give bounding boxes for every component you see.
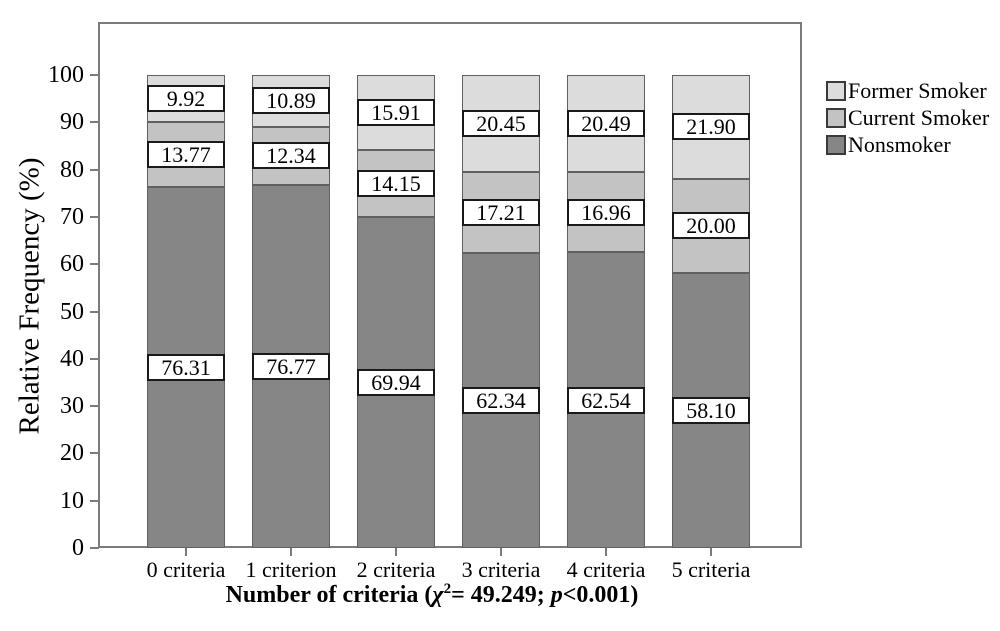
value-label: 17.21 <box>462 198 540 226</box>
chi-superscript: 2 <box>443 581 452 597</box>
y-tick-label: 0 <box>72 535 84 561</box>
legend-item: Nonsmoker <box>826 134 989 156</box>
y-tick-mark <box>90 547 99 549</box>
chi-value: = 49.249; <box>451 582 551 608</box>
y-tick-label: 20 <box>60 440 84 467</box>
x-tick-label: 4 criteria <box>566 557 646 582</box>
y-tick-mark <box>90 310 99 313</box>
y-tick-mark <box>90 405 99 408</box>
value-label: 76.77 <box>252 352 330 380</box>
y-tick-mark <box>90 121 99 124</box>
value-label: 16.96 <box>567 198 645 226</box>
value-label: 62.54 <box>567 386 645 414</box>
legend-label: Nonsmoker <box>848 132 951 157</box>
value-label: 15.91 <box>357 99 435 127</box>
value-label: 20.49 <box>567 110 645 137</box>
value-label: 9.92 <box>147 84 225 112</box>
y-tick-label: 90 <box>60 109 84 136</box>
value-label: 76.31 <box>147 354 225 382</box>
y-tick-label: 60 <box>60 251 84 278</box>
y-tick-mark <box>90 215 99 218</box>
y-tick-label: 10 <box>60 487 84 514</box>
x-tick-label: 3 criteria <box>461 557 541 582</box>
y-tick-mark <box>90 168 99 171</box>
y-tick-label: 50 <box>60 298 84 325</box>
y-tick-label: 30 <box>60 393 84 420</box>
y-tick-label: 80 <box>60 156 84 183</box>
x-tick-mark <box>710 548 712 556</box>
value-label: 20.45 <box>462 109 540 137</box>
value-label: 21.90 <box>672 113 750 141</box>
legend-item: Former Smoker <box>826 80 989 102</box>
legend-label: Former Smoker <box>848 78 987 103</box>
x-tick-label: 0 criteria <box>146 557 226 582</box>
x-tick-label: 1 criterion <box>245 557 337 582</box>
x-tick-mark <box>290 548 292 556</box>
legend-swatch-former-smoker <box>826 81 846 101</box>
y-tick-mark <box>90 357 99 360</box>
legend-swatch-current-smoker <box>826 108 846 128</box>
y-tick-label: 70 <box>60 203 84 230</box>
y-tick-mark <box>90 452 99 455</box>
x-tick-mark <box>185 548 187 556</box>
y-tick-mark <box>90 499 99 502</box>
value-label: 12.34 <box>252 142 330 170</box>
x-tick-mark <box>500 548 502 556</box>
legend-swatch-nonsmoker <box>826 135 846 155</box>
y-tick-mark <box>90 74 99 76</box>
legend-item: Current Smoker <box>826 107 989 129</box>
y-tick-mark <box>90 263 99 266</box>
y-tick-label: 40 <box>60 345 84 372</box>
y-axis-title: Relative Frequency (%) <box>13 157 46 435</box>
value-label: 20.00 <box>672 212 750 240</box>
p-symbol: p <box>550 582 563 608</box>
value-label: 58.10 <box>672 397 750 425</box>
x-axis-title: Number of criteria (χ2= 49.249; p<0.001) <box>80 582 784 609</box>
value-label: 13.77 <box>147 140 225 168</box>
x-tick-mark <box>605 548 607 556</box>
value-label: 14.15 <box>357 170 435 198</box>
x-tick-mark <box>395 548 397 556</box>
x-tick-label: 5 criteria <box>671 557 751 582</box>
chi-symbol: χ <box>432 582 444 608</box>
legend-label: Current Smoker <box>848 105 990 130</box>
p-value: <0.001) <box>562 582 639 608</box>
x-tick-label: 2 criteria <box>356 557 436 582</box>
legend: Former Smoker Current Smoker Nonsmoker <box>826 80 989 156</box>
value-label: 10.89 <box>252 87 330 115</box>
x-title-prefix: Number of criteria ( <box>225 582 433 608</box>
y-tick-label: 100 <box>48 62 84 88</box>
value-label: 62.34 <box>462 387 540 415</box>
value-label: 69.94 <box>357 369 435 397</box>
